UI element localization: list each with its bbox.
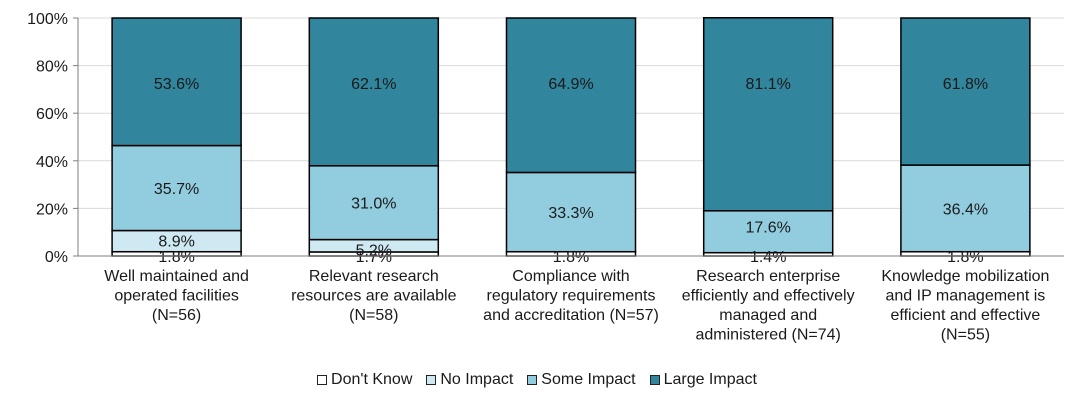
x-tick-label-line: Knowledge mobilization [881, 268, 1049, 285]
legend-swatch [527, 375, 538, 385]
legend-swatch [649, 375, 660, 385]
x-axis: Well maintained and operated facilities (N… [78, 255, 1064, 344]
x-tick-label-line: Compliance with [512, 268, 629, 285]
data-label: 81.1% [746, 76, 791, 93]
legend-label: Large Impact [663, 371, 757, 388]
y-tick-label: 60% [36, 106, 68, 123]
data-label: 1.8% [158, 249, 194, 266]
data-label: 17.6% [746, 220, 791, 237]
y-tick-label: 20% [36, 201, 68, 218]
legend-item-dont-know: Don't Know [317, 371, 412, 389]
bar-segment [308, 165, 440, 241]
x-tick-label-line: resources are available [291, 288, 457, 305]
data-label: 1.8% [947, 249, 983, 266]
x-tick-label-line: and IP management is [885, 288, 1045, 305]
x-tick-label-line: Relevant research [309, 268, 439, 285]
data-label: 1.7% [356, 249, 392, 266]
data-label: 62.1% [351, 76, 396, 93]
legend-label: Some Impact [541, 371, 636, 388]
bar-segment [111, 144, 242, 232]
legend-label: Don't Know [331, 371, 413, 388]
bar-segment [900, 17, 1031, 166]
y-tick-label: 0% [45, 249, 68, 266]
x-tick-label: Knowledge mobilization and IP management … [881, 268, 1049, 344]
bar-segment [505, 171, 637, 253]
data-label: 1.4% [750, 249, 786, 266]
data-labels: 1.8%8.9%35.7%53.6%1.7%5.2%31.0%62.1%1.8%… [154, 76, 988, 266]
legend-item-no-impact: No Impact [426, 371, 513, 389]
x-tick-label-line: Research enterprise [696, 268, 840, 285]
x-tick-label-line: (N=58) [349, 307, 398, 324]
y-axis: 0% 20% 40% 60% 80% 100% [27, 11, 79, 266]
x-tick-label-line: managed and [719, 307, 817, 324]
bar-segment [702, 210, 834, 254]
bar-segment [111, 17, 242, 147]
legend-swatch [317, 375, 328, 385]
y-tick-label: 100% [27, 11, 68, 28]
data-label: 33.3% [548, 205, 593, 222]
bar-segment [308, 17, 440, 167]
data-label: 64.9% [548, 76, 593, 93]
data-label: 8.9% [158, 234, 194, 251]
x-tick-label-line: administered (N=74) [695, 327, 840, 344]
bar-segment [505, 17, 637, 174]
data-label: 31.0% [351, 196, 396, 213]
x-tick-label-line: and accreditation (N=57) [483, 307, 659, 324]
legend: Don't Know No Impact Some Impact Large I… [0, 366, 1074, 394]
x-tick-label: Compliance with regulatory requirements an… [483, 268, 659, 324]
y-tick-label: 40% [36, 154, 68, 171]
x-tick-label-line: operated facilities [114, 288, 239, 305]
legend-label: No Impact [440, 371, 514, 388]
legend-item-large-impact: Large Impact [649, 371, 757, 389]
x-tick-label: Relevant research resources are available… [291, 268, 457, 324]
data-label: 53.6% [154, 76, 199, 93]
x-tick-label-line: (N=56) [152, 307, 201, 324]
bars [111, 17, 1031, 257]
x-tick-label: Research enterprise efficiently and effec… [682, 268, 855, 344]
x-tick-label-line: efficiently and effectively [682, 288, 855, 305]
data-label: 35.7% [154, 181, 199, 198]
x-tick-label: Well maintained and operated facilities (N… [104, 268, 249, 324]
data-label: 5.2% [356, 243, 392, 260]
x-tick-label-line: (N=55) [941, 327, 990, 344]
data-label: 36.4% [943, 201, 988, 218]
stacked-bar-chart: 0%20%40%60%80%100% 1.8%8.9%35.7%53.6%1.7… [27, 11, 1064, 344]
data-label: 61.8% [943, 76, 988, 93]
x-tick-label-line: Well maintained and [104, 268, 249, 285]
x-tick-label-line: regulatory requirements [487, 288, 656, 305]
x-tick-label-line: efficient and effective [891, 307, 1041, 324]
bar-segment [900, 164, 1031, 253]
legend-swatch [426, 375, 437, 385]
bar-segment [702, 17, 834, 212]
data-label: 1.8% [553, 249, 589, 266]
legend-item-some-impact: Some Impact [527, 371, 636, 389]
y-tick-label: 80% [36, 59, 68, 76]
